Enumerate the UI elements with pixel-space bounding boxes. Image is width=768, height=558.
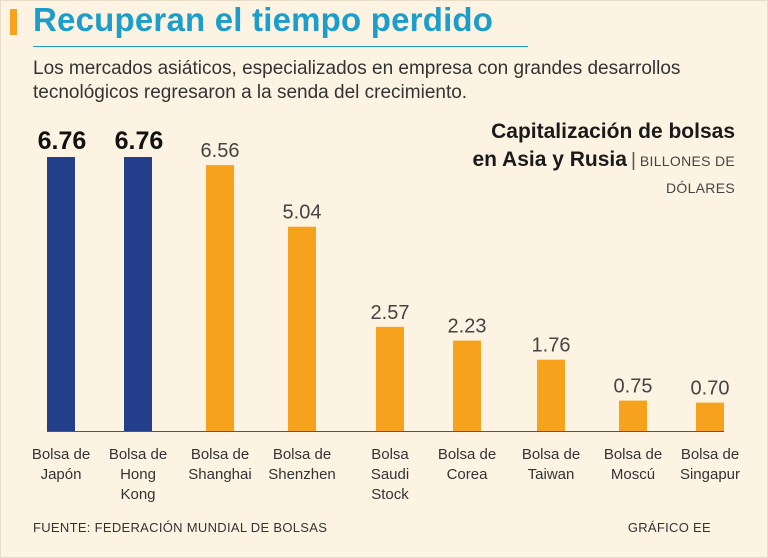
headline: Recuperan el tiempo perdido: [33, 1, 494, 38]
bar-7: [537, 359, 565, 431]
category-label-9: Bolsa de Singapur: [680, 446, 740, 483]
bar-5: [376, 326, 404, 431]
subtitle: Los mercados asiáticos, especializados e…: [33, 58, 681, 103]
category-label-5: Bolsa Saudi Stock: [371, 446, 410, 503]
chart-title-line1: Capitalización de bolsas: [491, 120, 735, 143]
chart-title-separator: |: [630, 150, 636, 171]
category-label-6: Bolsa de Corea: [438, 446, 496, 483]
bar-4: [288, 226, 316, 431]
category-label-8: Bolsa de Moscú: [604, 446, 662, 483]
category-label-3: Bolsa de Shanghai: [188, 446, 251, 483]
value-label-4: 5.04: [283, 202, 322, 224]
value-label-8: 0.75: [614, 376, 653, 398]
bar-8: [619, 400, 647, 431]
chart-unit-line1: BILLONES DE: [639, 153, 735, 169]
bar-3: [206, 165, 234, 431]
category-label-1: Bolsa de Japón: [32, 446, 90, 483]
category-label-4: Bolsa de Shenzhen: [268, 446, 336, 483]
value-label-9: 0.70: [691, 378, 730, 400]
value-label-2: 6.76: [115, 127, 164, 155]
bar-6: [453, 340, 481, 431]
bar-2: [124, 157, 152, 431]
bar-9: [696, 402, 724, 431]
chart-title-line2: en Asia y Rusia: [472, 148, 627, 171]
headline-underline: [33, 46, 528, 47]
value-label-5: 2.57: [371, 302, 410, 324]
headline-accent-bar: [10, 9, 17, 35]
footer-source: FUENTE: FEDERACIÓN MUNDIAL DE BOLSAS: [33, 520, 328, 535]
value-label-6: 2.23: [448, 316, 487, 338]
value-label-3: 6.56: [201, 140, 240, 162]
value-label-1: 6.76: [38, 127, 87, 155]
footer-credit: GRÁFICO EE: [627, 520, 711, 535]
bar-1: [47, 157, 75, 431]
chart-unit-line2: DÓLARES: [665, 180, 735, 196]
category-label-2: Bolsa de Hong Kong: [109, 446, 167, 503]
value-label-7: 1.76: [532, 335, 571, 357]
chart-title: Capitalización de bolsas en Asia y Rusia…: [472, 119, 735, 202]
category-label-7: Bolsa de Taiwan: [522, 446, 580, 483]
